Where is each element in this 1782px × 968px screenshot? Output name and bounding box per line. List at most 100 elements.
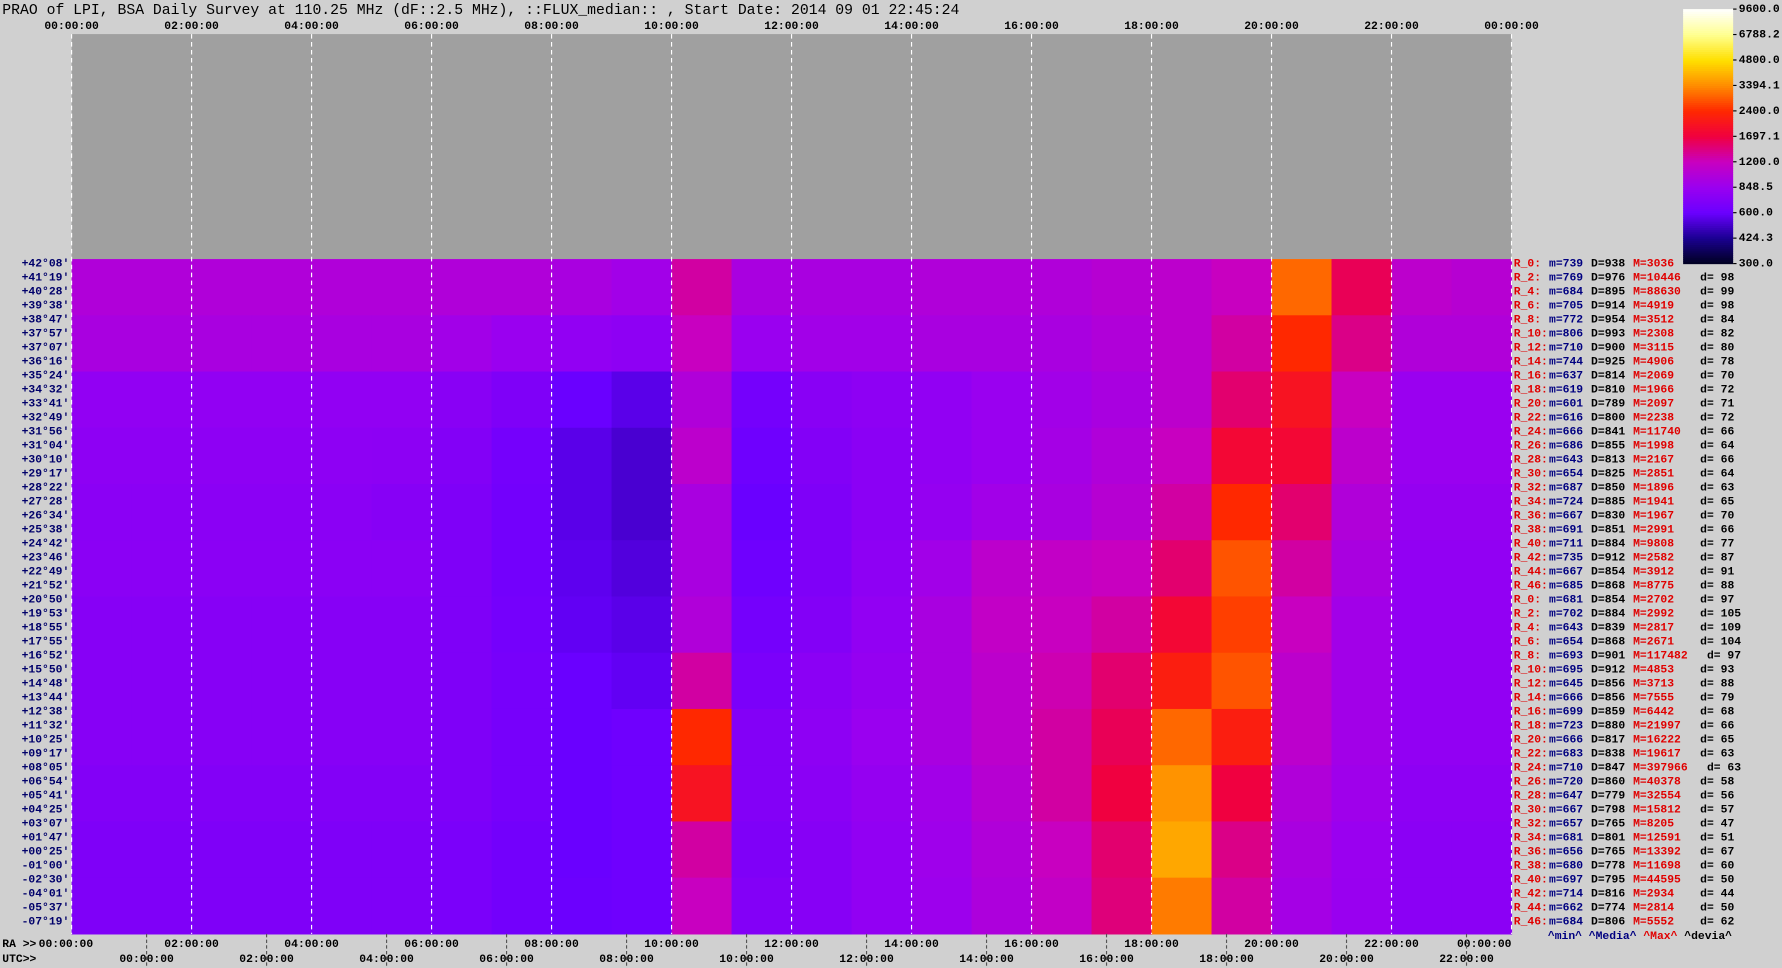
heatmap-cell: [1211, 877, 1273, 935]
heatmap-cell: [911, 652, 973, 710]
heatmap-cell: [971, 540, 1033, 598]
row-stat: D=765: [1591, 818, 1625, 830]
heatmap-cell: [491, 765, 553, 823]
colorbar-step: [1683, 174, 1734, 178]
heatmap-cell: [1331, 371, 1393, 429]
heatmap-cell: [671, 708, 733, 766]
declination-label: +31°04': [22, 441, 70, 453]
colorbar-step: [1683, 21, 1734, 25]
row-stat: m=643: [1549, 622, 1583, 634]
colorbar-step: [1683, 74, 1734, 78]
heatmap-cell: [551, 708, 613, 766]
colorbar-step: [1683, 159, 1734, 163]
heatmap-cell: [371, 708, 433, 766]
row-stat: d= 50: [1700, 902, 1734, 914]
heatmap-cell: [971, 315, 1033, 373]
heatmap-cell: [1151, 427, 1213, 485]
heatmap-cell: [911, 315, 973, 373]
row-stat: m=714: [1549, 888, 1583, 900]
colorbar-step: [1683, 96, 1734, 99]
heatmap-cell: [191, 315, 253, 373]
heatmap-cell: [1331, 821, 1393, 879]
heatmap-cell: [1451, 596, 1513, 654]
row-stat: M=2069: [1633, 371, 1674, 383]
row-stat: D=901: [1591, 650, 1625, 662]
heatmap-cell: [611, 708, 673, 766]
row-stat: D=856: [1591, 678, 1625, 690]
row-stat: R_28:: [1514, 790, 1548, 802]
heatmap-cell: [371, 596, 433, 654]
heatmap-cell: [431, 315, 493, 373]
row-stat: d= 97: [1700, 595, 1734, 607]
heatmap-cell: [1331, 315, 1393, 373]
heatmap-cell: [251, 596, 313, 654]
row-stat: d= 63: [1700, 748, 1734, 760]
heatmap-cell: [371, 484, 433, 541]
row-stat: R_46:: [1514, 581, 1548, 593]
heatmap-cell: [431, 371, 493, 429]
heatmap-cell: [1391, 259, 1453, 316]
row-stat: D=884: [1591, 539, 1625, 551]
row-stat: M=1896: [1633, 483, 1674, 495]
heatmap-cell: [971, 259, 1033, 316]
heatmap-cell: [71, 765, 133, 823]
heatmap-cell: [1151, 315, 1213, 373]
heatmap-cell: [191, 484, 253, 541]
row-stat: M=6442: [1633, 706, 1674, 718]
colorbar-step: [1683, 166, 1734, 169]
row-stat: M=7555: [1633, 692, 1674, 704]
row-stat: D=778: [1591, 860, 1625, 872]
heatmap-cell: [911, 484, 973, 541]
declination-label: +34°32': [22, 385, 70, 397]
heatmap-cell: [311, 652, 373, 710]
colorbar-tick-label: 1200.0: [1739, 157, 1780, 169]
colorbar-step: [1683, 11, 1734, 14]
heatmap-cell: [551, 371, 613, 429]
row-stat: D=914: [1591, 301, 1625, 313]
row-stat: M=4906: [1633, 357, 1674, 369]
row-stat: R_20:: [1514, 399, 1548, 411]
colorbar-step: [1683, 45, 1734, 48]
colorbar-step: [1683, 28, 1734, 31]
ra-tick-label: 20:00:00: [1244, 939, 1299, 951]
colorbar-step: [1683, 252, 1734, 256]
heatmap-cell: [1031, 484, 1093, 541]
heatmap-cell: [1271, 540, 1333, 598]
x-tick-label: 18:00:00: [1124, 21, 1179, 33]
row-stat: D=774: [1591, 902, 1625, 914]
row-stat: D=830: [1591, 511, 1625, 523]
declination-label: +20°50': [22, 595, 70, 607]
colorbar-step: [1683, 19, 1734, 23]
colorbar-step: [1683, 108, 1734, 112]
colorbar-step: [1683, 68, 1734, 72]
row-stat: M=9808: [1633, 539, 1674, 551]
row-stat: d= 47: [1700, 818, 1734, 830]
row-stat: m=685: [1549, 581, 1583, 593]
colorbar-step: [1683, 208, 1734, 212]
heatmap-cell: [431, 540, 493, 598]
heatmap-cell: [1151, 259, 1213, 316]
row-stat: d= 44: [1700, 888, 1734, 900]
declination-label: -04°01': [22, 888, 70, 900]
heatmap-cell: [491, 315, 553, 373]
colorbar-step: [1683, 49, 1734, 53]
row-stat: m=691: [1549, 525, 1583, 537]
heatmap-cell: [1031, 765, 1093, 823]
row-stat: R_38:: [1514, 525, 1548, 537]
declination-label: +31°56': [22, 427, 70, 439]
colorbar-tick-label: 9600.0: [1739, 4, 1780, 16]
heatmap-cell: [1091, 652, 1153, 710]
row-stat: D=912: [1591, 553, 1625, 565]
heatmap-cell: [131, 877, 193, 935]
colorbar-step: [1683, 225, 1734, 229]
colorbar-tick-label: 6788.2: [1739, 30, 1780, 42]
heatmap-cell: [731, 427, 793, 485]
heatmap-cell: [551, 315, 613, 373]
heatmap-cell: [491, 708, 553, 766]
heatmap-cell: [1211, 427, 1273, 485]
row-stat: M=11740: [1633, 427, 1681, 439]
row-stat: m=723: [1549, 720, 1583, 732]
row-stat: M=44595: [1633, 874, 1681, 886]
row-stat: M=2308: [1633, 329, 1674, 341]
row-stat: d= 58: [1700, 776, 1734, 788]
